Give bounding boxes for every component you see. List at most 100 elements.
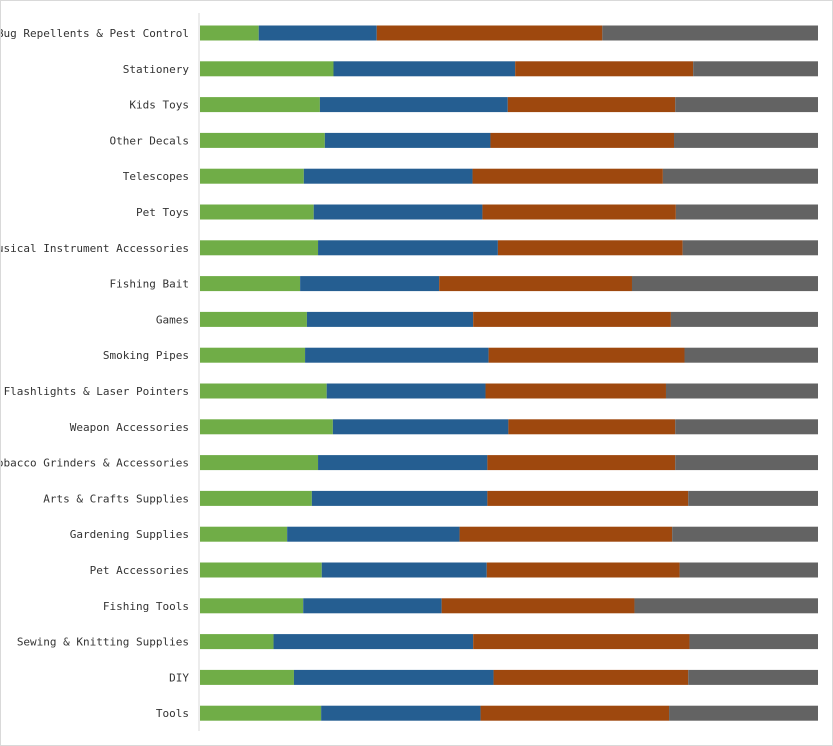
bar-segment-series-3 [487,490,689,506]
bar-segment-series-1 [200,705,322,721]
bar-segment-series-3 [480,705,670,721]
bar-segment-series-4 [602,25,818,41]
bar-segment-series-2 [324,132,491,148]
bar-segment-series-2 [273,634,474,650]
category-label: Tobacco Grinders & Accessories [1,457,189,470]
bar-segment-series-1 [200,669,294,685]
bar-segment-series-3 [486,562,680,578]
bar-segment-series-1 [200,455,319,471]
category-label: Weapon Accessories [70,421,189,434]
bar-segment-series-3 [507,97,676,113]
bar-segment-series-3 [473,311,671,327]
bar-segment-series-2 [300,276,440,292]
bar-segment-series-4 [665,383,818,399]
category-label: Pet Toys [136,206,189,219]
bar-segment-series-2 [303,598,442,614]
bar-segment-series-1 [200,419,333,435]
bar-segment-series-2 [287,526,460,542]
category-label: Telescopes [123,170,189,183]
bar-segment-series-1 [200,634,274,650]
category-label: Kids Toys [129,99,189,112]
bar-segment-series-3 [473,634,690,650]
bar-segment-series-4 [675,419,818,435]
category-label: Stationery [123,63,190,76]
bar-segment-series-3 [482,204,676,220]
bar-segment-series-4 [688,669,818,685]
bar-segment-series-3 [515,61,694,77]
category-label: Smoking Pipes [103,349,189,362]
bar-segment-series-2 [319,97,508,113]
bar-segment-series-3 [508,419,676,435]
category-label: Bug Repellents & Pest Control [1,27,189,40]
bar-segment-series-2 [306,311,474,327]
category-label: Fishing Tools [103,600,189,613]
bar-segment-series-1 [200,276,301,292]
bar-segment-series-3 [497,240,683,256]
bar-segment-series-3 [493,669,689,685]
bar-segment-series-1 [200,97,320,113]
bar-segment-series-4 [675,97,818,113]
bar-segment-series-3 [441,598,635,614]
category-label: Tools [156,707,189,720]
bar-segment-series-1 [200,25,259,41]
bar-segment-series-4 [634,598,818,614]
bar-segment-series-2 [321,562,487,578]
category-label: Sewing & Knitting Supplies [17,636,189,649]
bar-segment-series-4 [672,526,818,542]
bar-segment-series-4 [675,455,818,471]
bar-segment-series-1 [200,562,322,578]
category-label: Gardening Supplies [70,528,189,541]
bar-segment-series-4 [631,276,818,292]
bar-segment-series-3 [376,25,603,41]
bar-segment-series-4 [684,347,818,363]
bar-segment-series-2 [311,490,488,506]
bar-segment-series-4 [689,634,818,650]
bar-segment-series-2 [313,204,483,220]
bar-segment-series-4 [675,204,818,220]
bar-segment-series-4 [679,562,818,578]
bar-segment-series-3 [490,132,675,148]
bar-segment-series-1 [200,168,304,184]
bar-segment-series-2 [332,419,509,435]
bar-segment-series-4 [662,168,818,184]
bars-group [200,25,818,721]
category-label: DIY [169,671,189,684]
bar-segment-series-1 [200,598,304,614]
bar-segment-series-2 [326,383,486,399]
bar-segment-series-1 [200,490,312,506]
bar-segment-series-1 [200,204,314,220]
bar-segment-series-2 [318,240,498,256]
bar-segment-series-4 [670,311,818,327]
category-label: Pet Accessories [90,564,189,577]
bar-segment-series-3 [439,276,632,292]
category-label: Flashlights & Laser Pointers [4,385,189,398]
bar-segment-series-2 [318,455,488,471]
bar-segment-series-4 [682,240,818,256]
bar-segment-series-1 [200,311,307,327]
bar-segment-series-3 [485,383,666,399]
bar-segment-series-4 [688,490,818,506]
bar-segment-series-1 [200,240,319,256]
bar-segment-series-3 [459,526,673,542]
bar-segment-series-2 [258,25,377,41]
bar-segment-series-2 [321,705,481,721]
category-label: Musical Instrument Accessories [1,242,189,255]
bar-segment-series-3 [488,347,685,363]
category-label: Arts & Crafts Supplies [43,492,189,505]
bar-segment-series-3 [487,455,676,471]
bar-segment-series-1 [200,61,334,77]
bar-segment-series-2 [293,669,494,685]
bar-segment-series-4 [693,61,818,77]
bar-segment-series-3 [472,168,663,184]
category-labels: Bug Repellents & Pest Control Stationery K… [1,27,189,720]
bar-segment-series-1 [200,347,306,363]
category-label: Other Decals [110,134,189,147]
category-label: Games [156,313,189,326]
bar-segment-series-4 [674,132,818,148]
bar-segment-series-2 [303,168,473,184]
bar-segment-series-2 [305,347,489,363]
bar-segment-series-1 [200,132,325,148]
bar-segment-series-2 [333,61,516,77]
